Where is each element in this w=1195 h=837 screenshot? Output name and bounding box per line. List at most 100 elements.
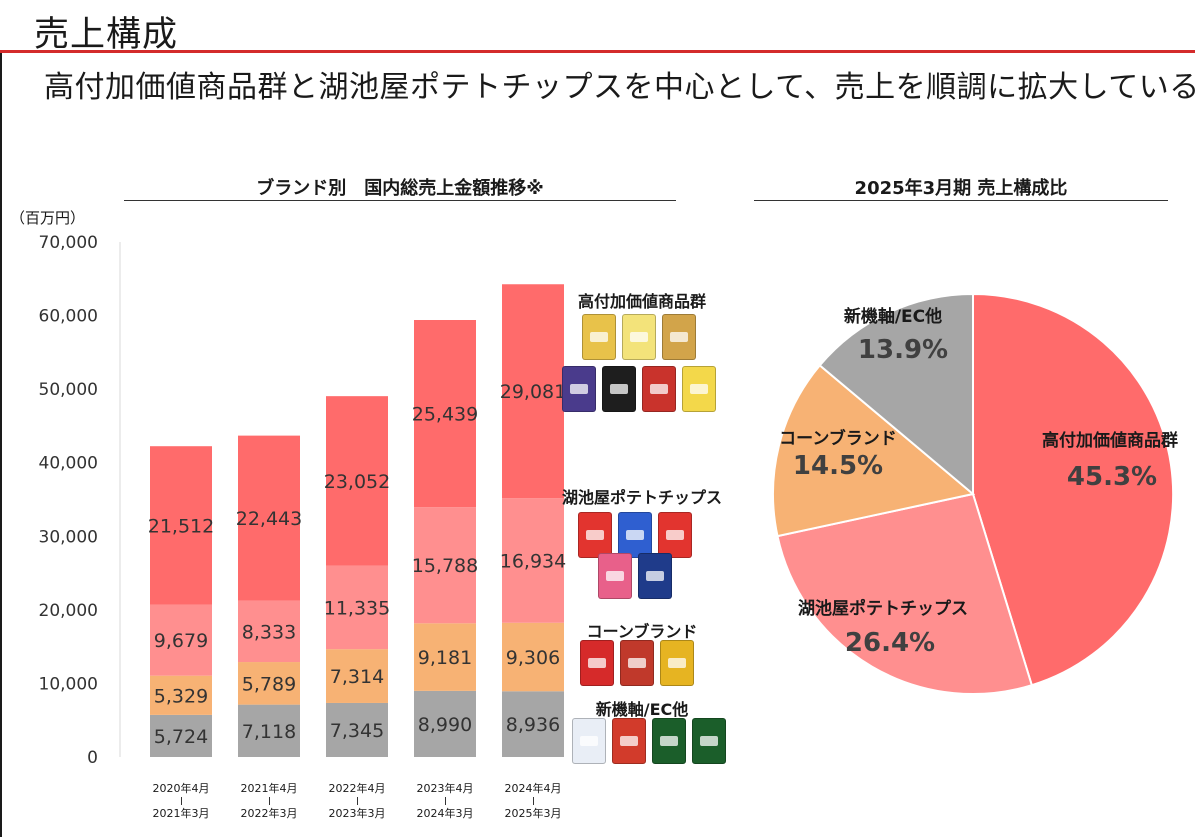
y-tick-label: 60,000: [39, 307, 98, 327]
period-label: 2020年4月 2021年3月: [136, 782, 226, 820]
package-label-mark: [668, 658, 686, 668]
bar-segment: [502, 498, 564, 623]
package-label-mark: [580, 736, 598, 746]
period-end: 2024年3月: [416, 807, 474, 820]
bar-value-label: 9,679: [154, 630, 208, 652]
product-package-image: [638, 553, 672, 599]
product-package-image: [622, 314, 656, 360]
brand-label-corn: コーンブランド: [586, 622, 698, 641]
bar-value-label: 16,934: [500, 550, 566, 572]
bar-value-label: 5,789: [242, 673, 296, 695]
bar-segment: [326, 565, 388, 650]
bar-segment: [326, 649, 388, 703]
period-label: 2022年4月 2023年3月: [312, 782, 402, 820]
period-label: 2023年4月 2024年3月: [400, 782, 490, 820]
bar-segment: [326, 396, 388, 566]
period-end: 2023年3月: [328, 807, 386, 820]
period-start: 2024年4月: [504, 782, 562, 795]
product-package-image: [602, 366, 636, 412]
product-package-image: [662, 314, 696, 360]
bar-segment: [238, 600, 300, 663]
page-title: 売上構成: [34, 15, 179, 55]
y-axis-unit: （百万円）: [10, 209, 86, 227]
product-package-image: [692, 718, 726, 764]
bar-segment: [150, 604, 212, 676]
product-package-image: [620, 640, 654, 686]
product-package-image: [612, 718, 646, 764]
bar-segment: [414, 623, 476, 691]
product-package-image: [642, 366, 676, 412]
pie-slice: [972, 292, 1175, 687]
bar-value-label: 7,345: [330, 720, 384, 742]
bar-value-label: 29,081: [500, 381, 566, 403]
period-label: 2021年4月 2022年3月: [224, 782, 314, 820]
period-end: 2021年3月: [152, 807, 210, 820]
brand-label-premium: 高付加価値商品群: [577, 292, 706, 311]
title-underline: [0, 50, 1195, 53]
bar-segment: [238, 704, 300, 757]
bar-value-label: 25,439: [412, 404, 478, 426]
package-label-mark: [700, 736, 718, 746]
period-start: 2020年4月: [152, 782, 210, 795]
period-label: 2024年4月 2025年3月: [488, 782, 578, 820]
pie-chart-title: 2025年3月期 売上構成比: [854, 178, 1068, 199]
product-package-image: [562, 366, 596, 412]
bar-segment: [502, 622, 564, 692]
period-end: 2022年3月: [240, 807, 298, 820]
package-label-mark: [650, 384, 668, 394]
y-tick-label: 40,000: [39, 454, 98, 474]
pie-slice-name: 高付加価値商品群: [1042, 430, 1178, 451]
product-package-image: [572, 718, 606, 764]
package-label-mark: [646, 571, 664, 581]
package-label-mark: [610, 384, 628, 394]
package-label-mark: [630, 332, 648, 342]
period-tick: [444, 797, 446, 805]
bar-segment: [414, 507, 476, 624]
period-tick: [180, 797, 182, 805]
period-end: 2025年3月: [504, 807, 562, 820]
product-package-image: [682, 366, 716, 412]
y-tick-label: 10,000: [39, 674, 98, 694]
bar-value-label: 8,990: [418, 714, 472, 736]
bar-segment: [414, 690, 476, 757]
bar-value-label: 5,329: [154, 685, 208, 707]
pie-slice-percent: 13.9%: [858, 335, 948, 365]
y-tick-label: 20,000: [39, 601, 98, 621]
pie-slice-name: コーンブランド: [779, 428, 897, 449]
pie-slice-name: 新機軸/EC他: [844, 306, 942, 327]
bar-value-label: 15,788: [412, 555, 478, 577]
bar-value-label: 7,118: [242, 721, 296, 743]
bar-segment: [326, 702, 388, 757]
bar-segment: [150, 675, 212, 715]
bar-segment: [502, 691, 564, 757]
pie-slice-name: 湖池屋ポテトチップス: [798, 598, 968, 619]
product-package-image: [660, 640, 694, 686]
product-package-image: [618, 512, 652, 558]
package-label-mark: [590, 332, 608, 342]
period-start: 2022年4月: [328, 782, 386, 795]
bar-value-label: 22,443: [236, 508, 302, 530]
bar-value-label: 11,335: [324, 597, 390, 619]
bar-value-label: 8,333: [242, 621, 296, 643]
bar-segment: [150, 714, 212, 757]
pie-slice-percent: 26.4%: [845, 628, 935, 658]
bar-chart-title: ブランド別 国内総売上金額推移※: [256, 178, 544, 199]
y-tick-label: 50,000: [39, 380, 98, 400]
period-start: 2023年4月: [416, 782, 474, 795]
bar-segment: [150, 446, 212, 605]
period-tick: [532, 797, 534, 805]
package-label-mark: [670, 332, 688, 342]
package-label-mark: [620, 736, 638, 746]
product-package-image: [580, 640, 614, 686]
package-label-mark: [588, 658, 606, 668]
bar-value-label: 7,314: [330, 666, 384, 688]
package-label-mark: [570, 384, 588, 394]
bar-value-label: 21,512: [148, 515, 214, 537]
bar-value-label: 23,052: [324, 471, 390, 493]
pie-slice-percent: 45.3%: [1067, 462, 1157, 492]
y-tick-label: 30,000: [39, 527, 98, 547]
bar-value-label: 9,306: [506, 647, 560, 669]
bar-value-label: 8,936: [506, 714, 560, 736]
